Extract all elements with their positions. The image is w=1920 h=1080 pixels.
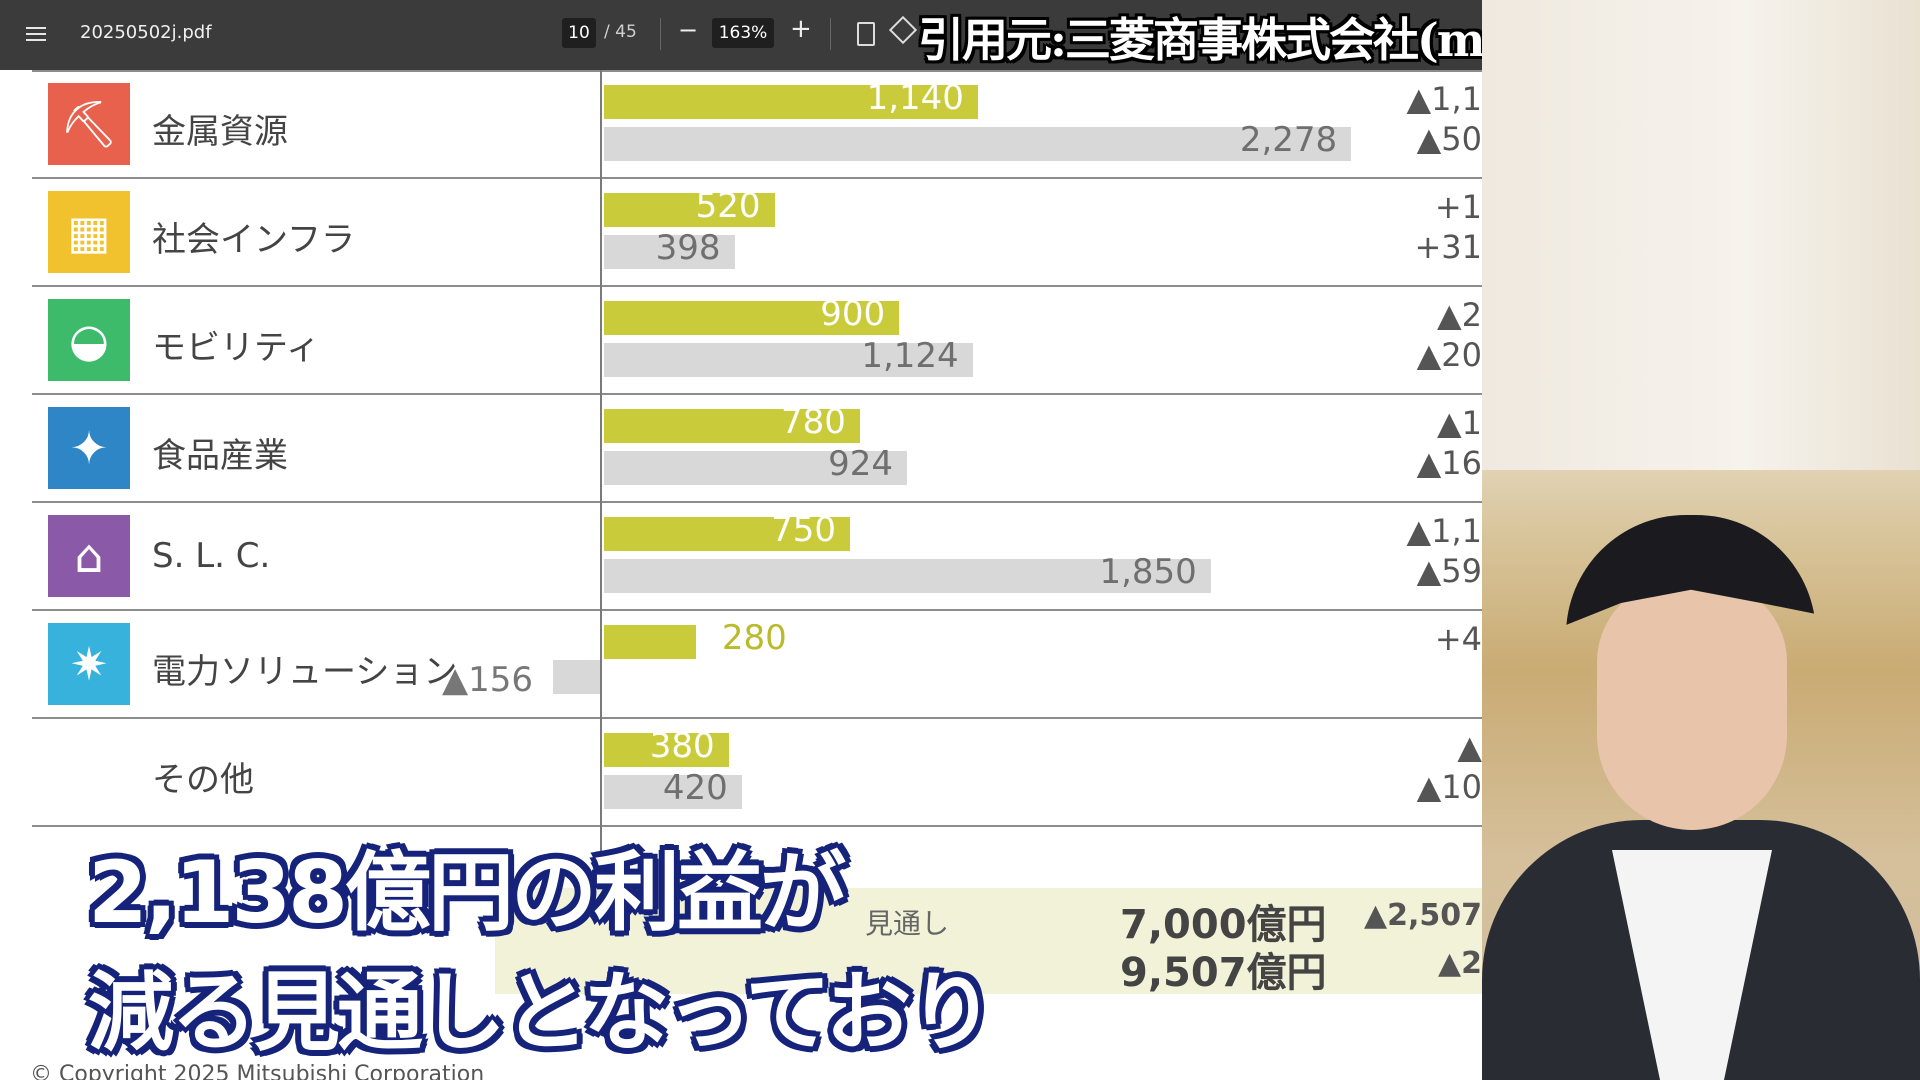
segment-row: ✷ 電力ソリューション 280 ▲156 +4 xyxy=(32,610,1482,719)
segment-delta-2: ▲50 xyxy=(1416,120,1482,158)
previous-bar xyxy=(604,559,1211,593)
forecast-bar xyxy=(604,625,696,659)
menu-icon[interactable] xyxy=(24,21,52,49)
segment-delta-2: +31 xyxy=(1414,228,1482,266)
previous-value: ▲156 xyxy=(442,660,534,700)
fit-page-icon[interactable] xyxy=(857,22,875,46)
segment-label: S. L. C. xyxy=(152,536,271,576)
segment-delta-1: ▲1,1 xyxy=(1406,512,1483,550)
previous-value: 420 xyxy=(662,768,728,808)
axis-line xyxy=(600,70,602,854)
segment-label: 金属資源 xyxy=(152,112,288,152)
segment-label: 電力ソリューション xyxy=(152,652,458,692)
forecast-value: 280 xyxy=(721,618,787,658)
background-wall xyxy=(1482,0,1920,470)
forecast-value: 380 xyxy=(649,726,715,766)
forecast-value: 520 xyxy=(695,186,761,226)
segment-delta-2: ▲20 xyxy=(1416,336,1482,374)
previous-value: 924 xyxy=(828,444,894,484)
caption-line-1: 2,138億円の利益が xyxy=(88,843,846,943)
forecast-value: 1,140 xyxy=(866,78,964,118)
segment-row: その他 380 420 ▲ ▲10 xyxy=(32,718,1482,827)
segment-delta-2: ▲16 xyxy=(1416,444,1482,482)
pdf-page: 685 ▲2 ⛏金属資源1,1402,278▲1,1▲50▦社会インフラ5203… xyxy=(0,70,1482,1080)
mobility-icon: ◒ xyxy=(48,299,130,381)
rotate-icon[interactable] xyxy=(888,15,918,45)
previous-value: 1,124 xyxy=(861,336,959,376)
social-infrastructure-icon: ▦ xyxy=(48,191,130,273)
summary-delta-2: ▲2 xyxy=(1438,946,1482,981)
segment-row: ⛏ 金属資源 1,140 2,278 ▲1,1 ▲50 xyxy=(32,70,1482,179)
previous-value: 1,850 xyxy=(1099,552,1197,592)
forecast-bar xyxy=(604,301,900,335)
forecast-bar xyxy=(604,409,860,443)
segment-delta-1: ▲ xyxy=(1457,728,1482,766)
caption-line-2: 減る見通しとなっており xyxy=(88,963,995,1063)
segment-row: ⌂ S. L. C. 750 1,850 ▲1,1 ▲59 xyxy=(32,502,1482,611)
segment-delta-1: ▲2 xyxy=(1437,296,1482,334)
previous-bar xyxy=(604,127,1352,161)
zoom-level-input[interactable]: 163% xyxy=(712,18,774,48)
previous-bar xyxy=(604,451,908,485)
summary-value-previous: 9,507億円 xyxy=(1120,950,1327,996)
forecast-bar xyxy=(604,85,978,119)
slc-icon: ⌂ xyxy=(48,515,130,597)
forecast-value: 780 xyxy=(780,402,846,442)
summary-label: 見通し xyxy=(865,907,950,940)
previous-bar-negative xyxy=(553,660,600,694)
segment-label: その他 xyxy=(152,760,254,800)
forecast-bar xyxy=(604,517,850,551)
metal-resources-icon: ⛏ xyxy=(48,83,130,165)
segment-delta-1: ▲1 xyxy=(1437,404,1482,442)
segment-delta-2: ▲59 xyxy=(1416,552,1482,590)
segment-label: 社会インフラ xyxy=(152,220,355,260)
summary-box: 見通し 7,000億円 9,507億円 ▲2,507 ▲2 xyxy=(495,888,1482,996)
segment-row: ◒ モビリティ 900 1,124 ▲2 ▲20 xyxy=(32,286,1482,395)
copyright: © Copyright 2025 Mitsubishi Corporation xyxy=(30,1062,485,1080)
previous-bar xyxy=(604,343,973,377)
segment-delta-1: ▲1,1 xyxy=(1406,80,1483,118)
previous-bar xyxy=(604,775,742,809)
segment-label: モビリティ xyxy=(152,328,320,368)
file-name: 20250502j.pdf xyxy=(80,22,212,43)
presenter-photo xyxy=(1482,0,1920,1080)
page-total: / 45 xyxy=(604,22,637,42)
previous-value: 2,278 xyxy=(1239,120,1338,160)
toolbar-divider xyxy=(660,18,661,50)
zoom-in-button[interactable]: + xyxy=(790,14,812,44)
presenter-face xyxy=(1597,580,1787,830)
food-industry-icon: ✦ xyxy=(48,407,130,489)
pdf-toolbar: 20250502j.pdf 10 / 45 − 163% + xyxy=(0,0,1482,70)
segment-label: 食品産業 xyxy=(152,436,288,476)
page-number-input[interactable]: 10 xyxy=(562,18,596,48)
forecast-value: 750 xyxy=(771,510,836,550)
segment-delta-2: ▲10 xyxy=(1416,768,1482,806)
previous-value: 398 xyxy=(655,228,721,268)
previous-bar xyxy=(604,235,735,269)
segment-row: ▦ 社会インフラ 520 398 +1 +31 xyxy=(32,178,1482,287)
summary-delta-1: ▲2,507 xyxy=(1364,898,1482,933)
power-solution-icon: ✷ xyxy=(48,623,130,705)
segment-delta-1: +4 xyxy=(1434,620,1482,658)
forecast-value: 900 xyxy=(820,294,886,334)
zoom-out-button[interactable]: − xyxy=(678,16,699,44)
segment-delta-1: +1 xyxy=(1434,188,1482,226)
partial-row: 685 ▲2 xyxy=(32,70,1482,72)
summary-value-forecast: 7,000億円 xyxy=(1120,902,1327,948)
segment-row: ✦ 食品産業 780 924 ▲1 ▲16 xyxy=(32,394,1482,503)
forecast-bar xyxy=(604,193,775,227)
forecast-bar xyxy=(604,733,729,767)
toolbar-divider xyxy=(830,18,831,50)
